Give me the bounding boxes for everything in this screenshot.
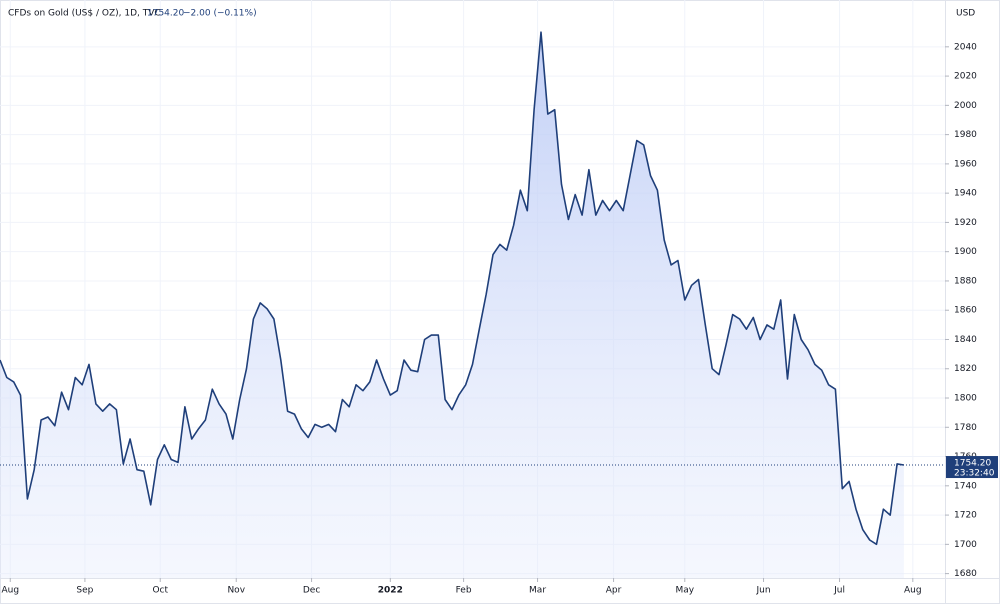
price-tag-countdown: 23:32:40 [954,469,995,479]
y-tick-label: 1900 [954,247,977,257]
y-tick-label: 1740 [954,481,977,491]
y-tick-label: 2000 [954,101,977,111]
y-tick-label: 1700 [954,540,977,550]
price-line [0,31,905,546]
y-tick-label: 1840 [954,335,977,345]
y-tick-label: 1680 [954,569,977,579]
y-tick-label: 1940 [954,189,977,199]
y-tick-label: 1780 [954,423,977,433]
x-tick-label: Oct [152,586,168,596]
price-tag-value: 1754.20 [954,459,991,469]
area-fill [0,32,904,578]
y-tick-label: 2020 [954,72,977,82]
x-tick-label: Dec [303,586,320,596]
x-tick-label: Aug [904,586,922,596]
y-tick-label: 1720 [954,511,977,521]
x-tick-label: Sep [76,586,93,596]
x-tick-label: Feb [456,586,472,596]
price-tag [946,456,998,479]
y-tick-label: 1820 [954,364,977,374]
chart-title: CFDs on Gold (US$ / OZ), 1D, TVC [8,9,161,19]
y-tick-label: 1960 [954,159,977,169]
x-tick-label: Nov [227,586,245,596]
y-tick-label: 1860 [954,306,977,316]
y-tick-label: 2040 [954,42,977,52]
x-tick-label: 2022 [378,586,403,596]
y-tick-label: 1800 [954,394,977,404]
header-change: −2.00 (−0.11%) [183,9,257,19]
x-tick-label: Apr [606,586,622,596]
y-tick-label: 1880 [954,276,977,286]
x-tick-label: Jun [756,586,771,596]
x-tick-label: Jul [833,586,845,596]
y-tick-label: 1980 [954,130,977,140]
x-tick-label: Mar [529,586,546,596]
currency-label: USD [956,9,975,19]
x-tick-label: May [675,586,694,596]
y-tick-label: 1920 [954,218,977,228]
x-tick-label: Aug [1,586,19,596]
header-price: 1754.20 [147,9,184,19]
